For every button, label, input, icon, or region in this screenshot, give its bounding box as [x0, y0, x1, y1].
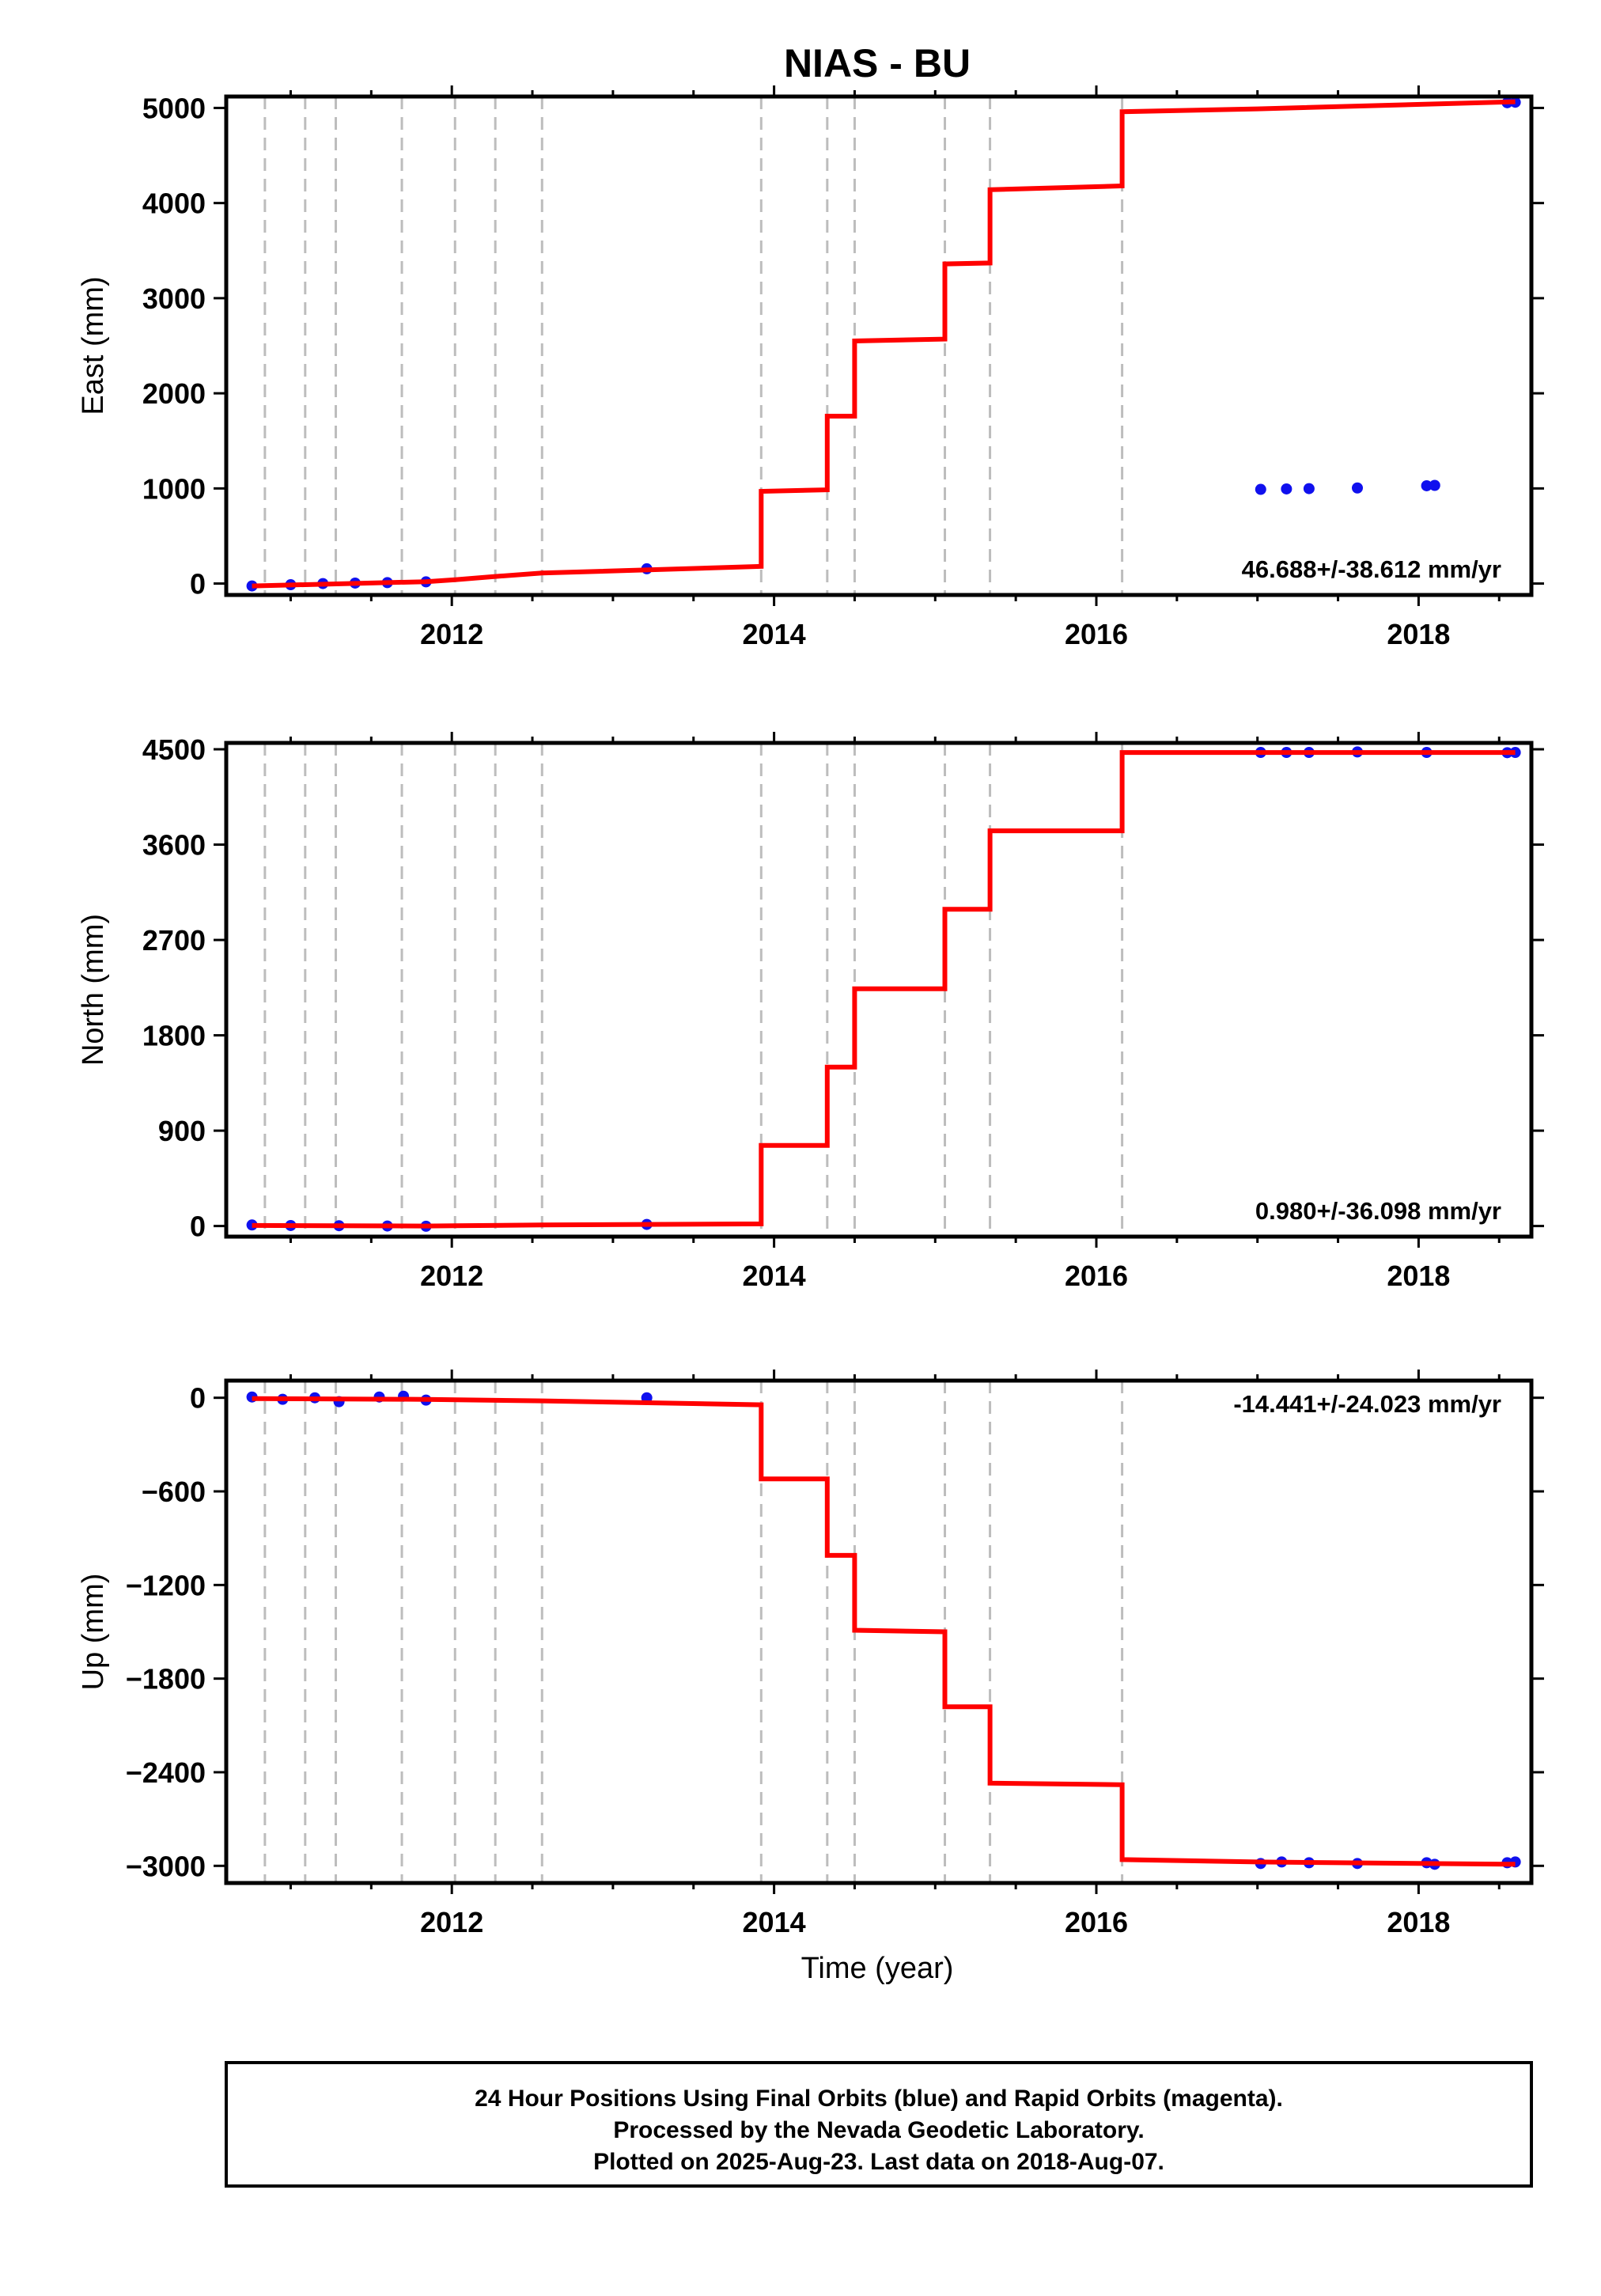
north-y-tick-label: 0	[190, 1211, 206, 1243]
up-y-tick-label: −1800	[126, 1663, 206, 1695]
east-plot-frame	[224, 94, 1534, 597]
north-rate-label: 0.980+/-36.098 mm/yr	[1255, 1197, 1501, 1225]
up-y-tick-label: −600	[142, 1476, 206, 1508]
north-y-axis-label: North (mm)	[77, 914, 110, 1066]
up-y-tick-label: 0	[190, 1382, 206, 1415]
north-data-point	[1509, 747, 1521, 759]
east-data-point	[1303, 483, 1315, 494]
north-x-tick-label: 2012	[420, 1260, 483, 1292]
footnote-line-2: Processed by the Nevada Geodetic Laborat…	[613, 2117, 1144, 2143]
north-y-tick-label: 2700	[142, 924, 206, 957]
east-x-tick-label: 2016	[1065, 618, 1128, 650]
east-data-point	[1255, 483, 1266, 495]
up-plot-frame	[224, 1378, 1534, 1885]
up-x-tick-label: 2016	[1065, 1906, 1128, 1938]
north-x-tick-label: 2018	[1387, 1260, 1450, 1292]
north-model-line	[252, 750, 1516, 1229]
north-plot-frame	[224, 741, 1534, 1239]
up-y-tick-label: −3000	[126, 1850, 206, 1882]
footnote-line-3: Plotted on 2025-Aug-23. Last data on 201…	[593, 2149, 1164, 2175]
east-y-tick-label: 0	[190, 568, 206, 601]
up-x-tick-label: 2012	[420, 1906, 483, 1938]
east-rate-label: 46.688+/-38.612 mm/yr	[1242, 555, 1501, 583]
east-data-point	[1429, 479, 1440, 491]
east-x-tick-label: 2014	[743, 618, 806, 650]
east-x-tick-label: 2018	[1387, 618, 1450, 650]
up-rate-label: -14.441+/-24.023 mm/yr	[1233, 1390, 1501, 1418]
north-y-tick-label: 1800	[142, 1020, 206, 1052]
east-y-axis-label: East (mm)	[77, 276, 110, 415]
east-data-point	[1281, 483, 1293, 494]
east-y-tick-label: 3000	[142, 282, 206, 315]
north-y-tick-label: 4500	[142, 733, 206, 766]
up-model-line	[252, 1396, 1516, 1867]
east-y-tick-label: 2000	[142, 377, 206, 410]
north-y-tick-label: 900	[158, 1115, 206, 1147]
north-x-tick-label: 2016	[1065, 1260, 1128, 1292]
footnote-box	[225, 2061, 1533, 2188]
east-y-tick-label: 5000	[142, 92, 206, 124]
east-data-point	[1352, 482, 1363, 494]
up-y-tick-label: −1200	[126, 1569, 206, 1601]
north-x-tick-label: 2014	[743, 1260, 806, 1292]
up-x-tick-label: 2014	[743, 1906, 806, 1938]
east-x-tick-label: 2012	[420, 618, 483, 650]
east-data-point	[246, 580, 258, 592]
north-y-tick-label: 3600	[142, 829, 206, 862]
east-y-tick-label: 1000	[142, 472, 206, 505]
up-y-axis-label: Up (mm)	[77, 1574, 110, 1691]
north-panel: 2012 2014 2016 2018 0 900 1800 2700 3600 4500 Nort…	[77, 732, 1544, 1292]
up-x-tick-label: 2018	[1387, 1906, 1450, 1938]
chart-title: NIAS - BU	[784, 41, 971, 85]
east-panel: 2012 2014 2016 2018 0 1000 2000 3000 4000 5000 Eas…	[77, 85, 1544, 650]
east-y-tick-label: 4000	[142, 188, 206, 220]
footnote-line-1: 24 Hour Positions Using Final Orbits (bl…	[475, 2086, 1283, 2112]
up-y-tick-label: −2400	[126, 1756, 206, 1789]
east-data-point	[1421, 479, 1433, 491]
east-model-line	[252, 99, 1516, 589]
x-axis-label: Time (year)	[801, 1952, 954, 1985]
up-panel: 2012 2014 2016 2018 0 −600 −1200 −1800 −2400 −300…	[77, 1370, 1544, 1938]
